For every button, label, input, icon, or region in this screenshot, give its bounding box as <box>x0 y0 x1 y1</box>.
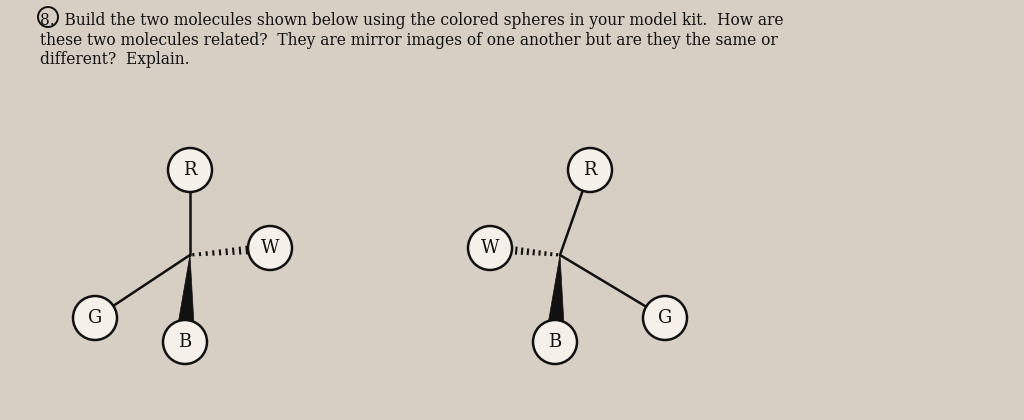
Text: W: W <box>480 239 500 257</box>
Text: G: G <box>88 309 102 327</box>
Circle shape <box>643 296 687 340</box>
Circle shape <box>168 148 212 192</box>
Text: R: R <box>183 161 197 179</box>
Text: R: R <box>584 161 597 179</box>
Text: B: B <box>549 333 561 351</box>
Text: W: W <box>261 239 280 257</box>
Circle shape <box>568 148 612 192</box>
Circle shape <box>163 320 207 364</box>
Text: 8.  Build the two molecules shown below using the colored spheres in your model : 8. Build the two molecules shown below u… <box>40 12 783 68</box>
Polygon shape <box>545 255 565 343</box>
Polygon shape <box>175 255 195 343</box>
Circle shape <box>534 320 577 364</box>
Circle shape <box>468 226 512 270</box>
Circle shape <box>73 296 117 340</box>
Text: B: B <box>178 333 191 351</box>
Text: G: G <box>657 309 672 327</box>
Circle shape <box>248 226 292 270</box>
